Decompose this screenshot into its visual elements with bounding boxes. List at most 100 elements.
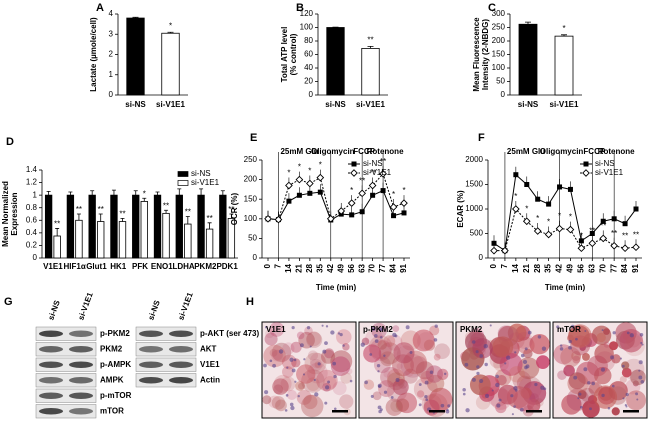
x-tick-label: 91 xyxy=(631,263,640,272)
significance: * xyxy=(287,169,290,178)
y-tick-label: 100 xyxy=(300,23,314,32)
x-tick-label: PDK1 xyxy=(216,262,238,271)
panel-letter: C xyxy=(488,2,496,14)
error-bar xyxy=(367,46,374,49)
y-tick-label: 0 xyxy=(479,253,484,262)
nucleus xyxy=(625,392,629,397)
nucleus xyxy=(579,405,583,409)
nucleus xyxy=(464,362,469,367)
tissue-blob xyxy=(469,374,491,396)
tissue-blob xyxy=(306,331,322,347)
tissue-blob xyxy=(304,352,327,375)
error-bar xyxy=(220,190,225,196)
tissue-blob xyxy=(413,377,438,401)
scale-bar xyxy=(526,410,542,413)
error-bar xyxy=(229,213,234,219)
tissue-blob xyxy=(271,396,286,410)
significance: ** xyxy=(98,205,104,214)
error-bar xyxy=(133,190,138,196)
error-bar xyxy=(120,218,125,222)
tissue-blob xyxy=(306,377,320,391)
marker xyxy=(350,169,358,177)
marker xyxy=(274,215,283,224)
x-tick-label: si-NS xyxy=(518,100,539,109)
y-axis-label: OCR (%) xyxy=(230,192,239,225)
tissue-blob xyxy=(619,375,627,384)
tissue-blob xyxy=(577,390,587,400)
nucleus xyxy=(322,349,327,354)
nucleus xyxy=(475,350,479,354)
y-tick-label: 100 xyxy=(492,63,506,72)
nucleus xyxy=(330,330,335,335)
y-tick-label: 1500 xyxy=(465,180,483,189)
tissue-blob xyxy=(426,374,445,393)
bar xyxy=(518,23,538,96)
nucleus xyxy=(379,335,383,339)
blot-strip xyxy=(35,342,97,357)
marker xyxy=(555,224,564,233)
tissue-blob xyxy=(423,399,440,416)
x-tick-label: 56 xyxy=(347,263,356,272)
y-tick-label: 0.4 xyxy=(26,228,38,237)
tissue-blob xyxy=(297,382,305,390)
significance: ** xyxy=(369,169,375,178)
y-tick-label: 500 xyxy=(470,229,484,238)
event-label: Oligomycin xyxy=(311,147,355,156)
marker xyxy=(589,231,595,236)
x-tick-label: 56 xyxy=(576,263,585,272)
tissue-blob xyxy=(423,339,436,351)
tissue-blob xyxy=(309,352,326,369)
bar xyxy=(361,48,380,96)
tissue-blob xyxy=(475,395,491,410)
tissue-blob xyxy=(626,390,647,411)
y-tick-label: 20 xyxy=(304,77,313,86)
error-bar xyxy=(561,34,567,37)
nucleus xyxy=(638,360,643,365)
protein-label: AMPK xyxy=(100,375,124,384)
y-tick-label: 100 xyxy=(244,214,258,223)
x-tick-label: 84 xyxy=(389,263,398,272)
y-tick-label: 0 xyxy=(109,90,114,99)
tissue-blob xyxy=(269,322,285,337)
y-tick-label: 250 xyxy=(244,155,258,164)
protein-label: p-AKT (ser 473) xyxy=(200,329,259,338)
nucleus xyxy=(294,380,297,383)
nucleus xyxy=(584,329,587,332)
x-tick-label: 42 xyxy=(326,263,335,272)
nucleus xyxy=(433,338,438,342)
legend-swatch xyxy=(177,180,189,186)
blot-band xyxy=(139,361,163,368)
x-tick-label: PFK xyxy=(132,262,148,271)
marker xyxy=(285,181,293,190)
tissue-blob xyxy=(619,328,643,353)
tissue-blob xyxy=(582,352,590,361)
nucleus xyxy=(495,382,500,388)
marker xyxy=(513,172,519,178)
x-tick-label: Glut1 xyxy=(86,262,107,271)
marker xyxy=(490,246,498,255)
tissue-blob xyxy=(390,400,403,413)
legend-label: si-NS xyxy=(595,159,615,168)
x-tick-label: 49 xyxy=(336,263,345,272)
nucleus xyxy=(510,394,514,398)
protein-label: p-mTOR xyxy=(100,391,132,400)
micrograph-label: V1E1 xyxy=(266,325,286,334)
y-axis-label: ECAR (%) xyxy=(456,190,465,228)
tissue-blob xyxy=(295,381,305,391)
significance: * xyxy=(536,214,539,223)
tissue-blob xyxy=(506,385,530,409)
tissue-blob xyxy=(508,366,525,383)
protein-label: mTOR xyxy=(100,406,124,415)
y-tick-label: 50 xyxy=(248,234,257,243)
micrograph: PKM2 xyxy=(455,321,551,419)
x-tick-label: 84 xyxy=(620,263,629,272)
tissue-blob xyxy=(272,378,289,395)
marker xyxy=(535,196,541,202)
significance: ** xyxy=(359,176,365,185)
nucleus xyxy=(317,362,321,366)
nucleus xyxy=(303,358,306,361)
nucleus xyxy=(629,333,634,338)
marker xyxy=(621,244,629,253)
nucleus xyxy=(383,390,388,394)
tissue-blob xyxy=(510,351,518,359)
